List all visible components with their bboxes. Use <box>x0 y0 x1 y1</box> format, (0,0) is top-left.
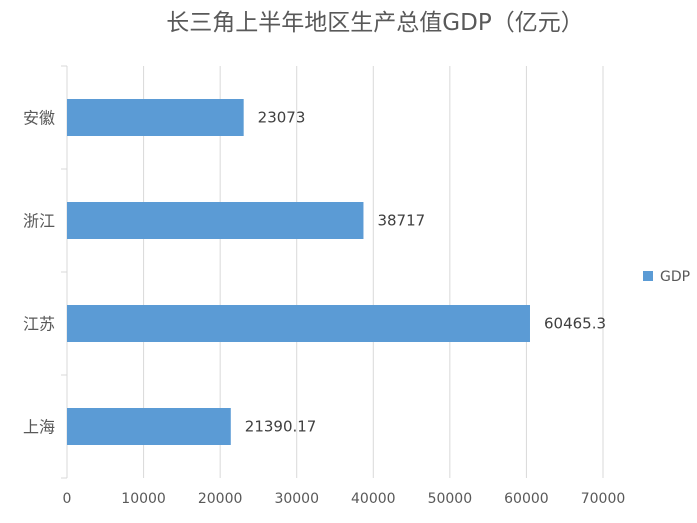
x-tick-label: 10000 <box>121 491 166 507</box>
value-label: 23073 <box>258 109 306 127</box>
bar <box>67 202 364 239</box>
category-label: 江苏 <box>23 315 55 334</box>
category-label: 上海 <box>23 418 55 437</box>
value-label: 38717 <box>377 212 425 230</box>
x-tick-label: 30000 <box>274 491 319 507</box>
chart-title: 长三角上半年地区生产总值GDP（亿元） <box>166 10 583 36</box>
x-tick-label: 20000 <box>198 491 243 507</box>
x-axis-ticks: 0 10000 20000 30000 40000 50000 60000 70000 <box>63 491 626 507</box>
bar <box>67 99 244 136</box>
x-tick-label: 0 <box>63 491 72 507</box>
bars <box>67 99 530 445</box>
x-tick-label: 60000 <box>504 491 549 507</box>
legend-label: GDP <box>660 269 690 285</box>
legend-swatch <box>643 271 653 281</box>
x-tick-label: 50000 <box>428 491 473 507</box>
value-label: 60465.3 <box>544 315 606 333</box>
x-tick-label: 70000 <box>581 491 626 507</box>
value-label: 21390.17 <box>245 418 317 436</box>
bar <box>67 408 231 445</box>
legend: GDP <box>643 269 690 285</box>
bar <box>67 305 530 342</box>
category-label: 浙江 <box>23 212 55 231</box>
x-tick-label: 40000 <box>351 491 396 507</box>
data-labels: 23073 38717 60465.3 21390.17 <box>245 109 606 436</box>
category-label: 安徽 <box>23 109 55 128</box>
